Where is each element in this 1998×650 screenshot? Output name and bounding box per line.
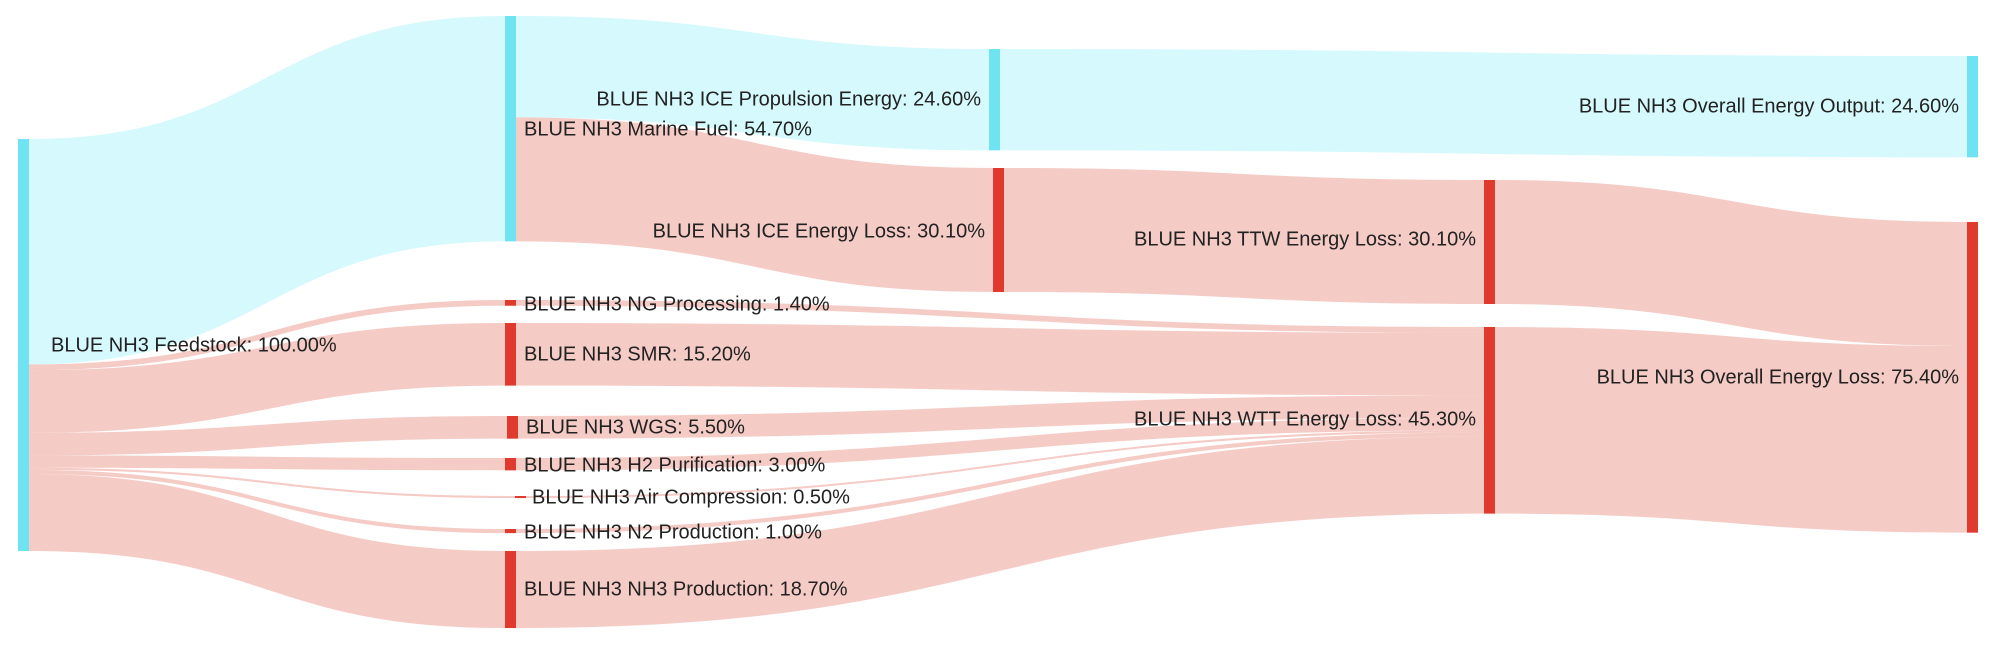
link-ttw_loss-to-overall_loss[interactable]	[1495, 180, 1967, 347]
node-nh3-production[interactable]	[505, 551, 516, 629]
node-label-nh3-production: BLUE NH3 NH3 Production: 18.70%	[524, 578, 848, 600]
node-ttw-loss[interactable]	[1484, 180, 1495, 305]
node-label-ice-propulsion: BLUE NH3 ICE Propulsion Energy: 24.60%	[596, 88, 981, 110]
link-feedstock-to-ng_processing[interactable]	[29, 300, 505, 371]
link-feedstock-to-h2_purification[interactable]	[29, 455, 505, 471]
node-ice-loss[interactable]	[993, 168, 1004, 293]
node-label-wtt-loss: BLUE NH3 WTT Energy Loss: 45.30%	[1134, 408, 1476, 430]
link-n2_production-to-wtt_loss[interactable]	[516, 432, 1484, 534]
link-h2_purification-to-wtt_loss[interactable]	[516, 418, 1484, 471]
link-ice_propulsion-to-overall_output[interactable]	[1000, 49, 1967, 158]
node-label-wgs: BLUE NH3 WGS: 5.50%	[526, 416, 745, 438]
node-label-ttw-loss: BLUE NH3 TTW Energy Loss: 30.10%	[1134, 228, 1476, 250]
node-label-ice-loss: BLUE NH3 ICE Energy Loss: 30.10%	[653, 220, 986, 242]
node-overall-output[interactable]	[1967, 56, 1978, 158]
link-air_compression-to-wtt_loss[interactable]	[526, 430, 1484, 499]
labels-layer: BLUE NH3 Feedstock: 100.00% BLUE NH3 Mari…	[51, 88, 1959, 600]
node-label-feedstock: BLUE NH3 Feedstock: 100.00%	[51, 334, 337, 356]
node-label-air-compression: BLUE NH3 Air Compression: 0.50%	[532, 486, 850, 508]
link-feedstock-to-n2_production[interactable]	[29, 469, 505, 534]
nodes-layer	[18, 16, 1978, 629]
node-label-smr: BLUE NH3 SMR: 15.20%	[524, 343, 751, 365]
node-label-h2-purification: BLUE NH3 H2 Purification: 3.00%	[524, 454, 825, 476]
link-feedstock-to-air_compression[interactable]	[29, 467, 515, 499]
node-air-compression[interactable]	[515, 496, 526, 499]
link-marine_fuel-to-ice_propulsion[interactable]	[516, 16, 989, 151]
node-wgs[interactable]	[507, 416, 518, 439]
node-label-n2-production: BLUE NH3 N2 Production: 1.00%	[524, 521, 822, 543]
link-ng_processing-to-wtt_loss[interactable]	[516, 300, 1484, 333]
link-smr-to-wtt_loss[interactable]	[516, 323, 1484, 396]
link-feedstock-to-marine_fuel[interactable]	[29, 16, 505, 365]
node-ng-processing[interactable]	[505, 300, 516, 306]
node-marine-fuel[interactable]	[505, 16, 516, 242]
link-marine_fuel-to-ice_loss[interactable]	[516, 117, 993, 293]
node-smr[interactable]	[505, 323, 516, 386]
node-label-overall-loss: BLUE NH3 Overall Energy Loss: 75.40%	[1597, 366, 1960, 388]
node-ice-propulsion[interactable]	[989, 49, 1000, 151]
node-feedstock[interactable]	[18, 139, 29, 551]
link-feedstock-to-smr[interactable]	[29, 323, 505, 433]
link-feedstock-to-wgs[interactable]	[29, 416, 507, 456]
node-overall-loss[interactable]	[1967, 222, 1978, 533]
node-h2-purification[interactable]	[505, 458, 516, 471]
link-nh3_production-to-wtt_loss[interactable]	[516, 436, 1484, 629]
node-n2-production[interactable]	[505, 529, 516, 534]
node-label-overall-output: BLUE NH3 Overall Energy Output: 24.60%	[1579, 95, 1959, 117]
node-label-ng-processing: BLUE NH3 NG Processing: 1.40%	[524, 293, 830, 315]
link-feedstock-to-nh3_production[interactable]	[29, 473, 505, 629]
links-layer	[29, 16, 1967, 629]
link-wgs-to-wtt_loss[interactable]	[518, 395, 1484, 439]
node-label-marine-fuel: BLUE NH3 Marine Fuel: 54.70%	[524, 118, 812, 140]
node-wtt-loss[interactable]	[1484, 327, 1495, 514]
link-ice_loss-to-ttw_loss[interactable]	[1004, 168, 1484, 305]
link-wtt_loss-to-overall_loss[interactable]	[1495, 327, 1967, 533]
